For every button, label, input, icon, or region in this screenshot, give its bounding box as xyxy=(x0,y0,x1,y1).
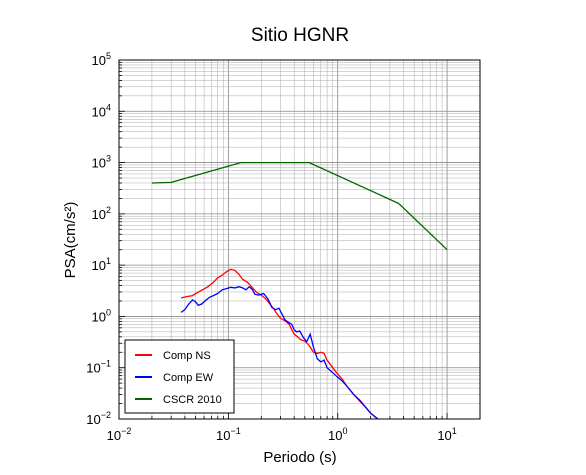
legend-label: Comp NS xyxy=(163,350,211,362)
y-axis-label: PSA(cm/s²) xyxy=(62,202,79,279)
series-group xyxy=(151,161,448,419)
legend: Comp NS Comp EW CSCR 2010 xyxy=(124,339,235,414)
y-tick-label: 104 xyxy=(92,102,111,119)
y-tick-label: 10−1 xyxy=(86,359,111,376)
x-tick-label: 100 xyxy=(328,426,347,443)
series-line-comp-ns xyxy=(180,268,379,419)
x-tick-label: 101 xyxy=(437,426,456,443)
y-tick-label: 10−2 xyxy=(86,410,111,427)
series-line-comp-ew xyxy=(180,285,379,419)
x-tick-labels: 10−2 10−1 100 101 xyxy=(107,426,457,443)
x-axis-label: Periodo (s) xyxy=(263,449,336,466)
y-tick-label: 101 xyxy=(92,256,111,273)
y-tick-label: 100 xyxy=(92,307,111,324)
y-tick-label: 102 xyxy=(92,205,111,222)
legend-label: CSCR 2010 xyxy=(163,394,222,406)
plot-frame xyxy=(118,59,481,420)
series-line-cscr-2010 xyxy=(151,161,448,251)
legend-label: Comp EW xyxy=(163,372,214,384)
y-tick-label: 103 xyxy=(92,154,111,171)
y-tick-labels: 10−2 10−1 100 101 102 103 104 105 xyxy=(86,51,111,427)
x-tick-label: 10−1 xyxy=(216,426,241,443)
chart-title: Sitio HGNR xyxy=(251,25,349,46)
x-tick-label: 10−2 xyxy=(107,426,132,443)
y-tick-label: 105 xyxy=(92,51,111,68)
